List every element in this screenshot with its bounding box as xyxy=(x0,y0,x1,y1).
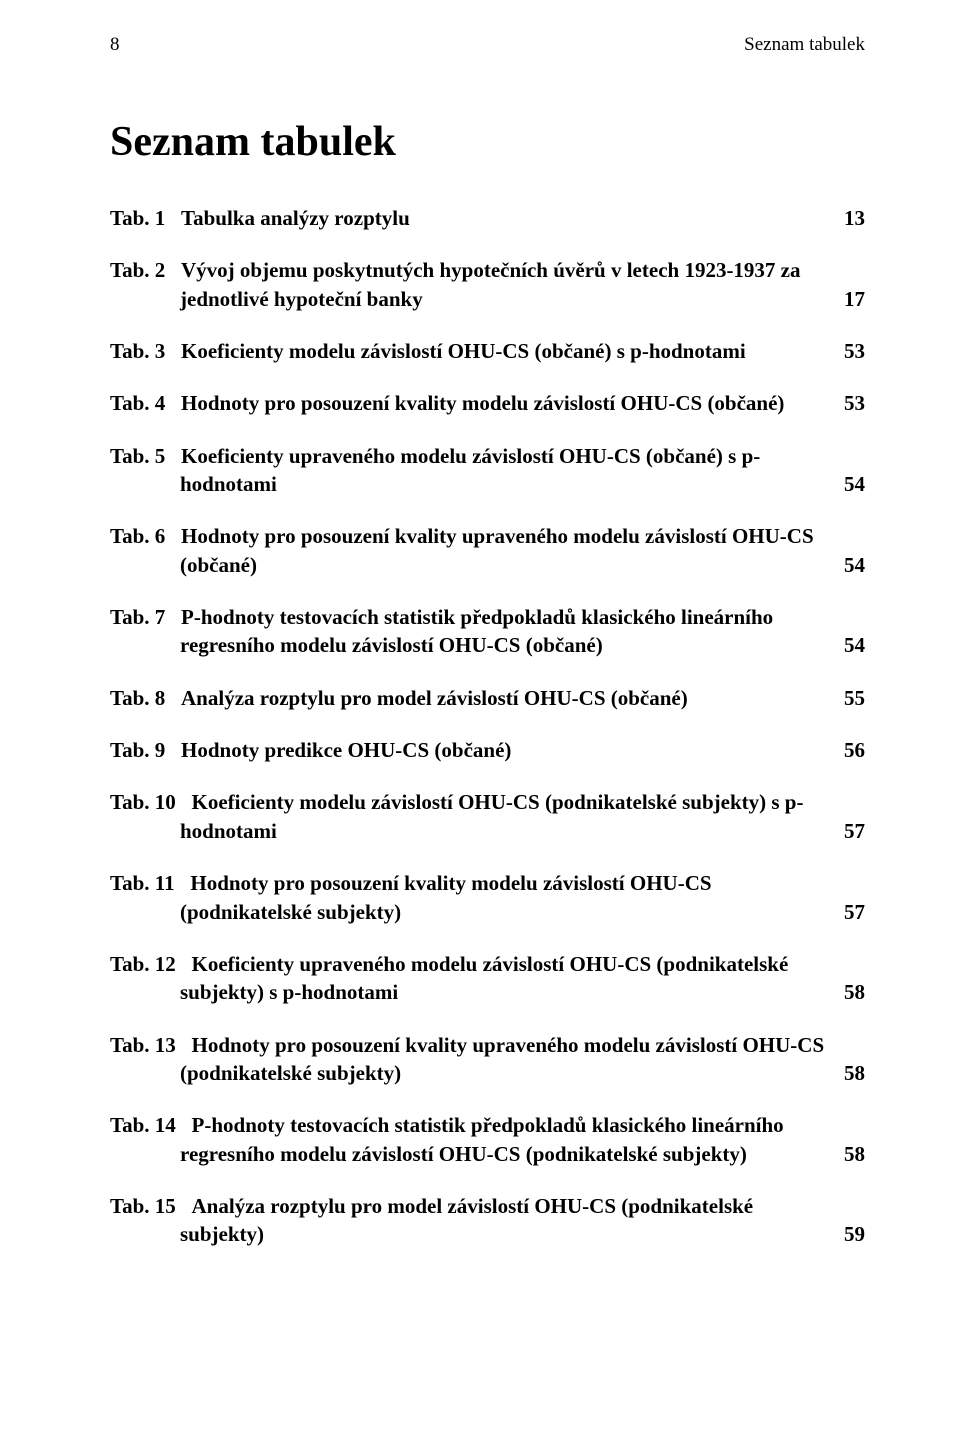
toc-page: 57 xyxy=(844,817,865,845)
toc-prefix: Tab. 4 xyxy=(110,391,165,415)
toc-label: P-hodnoty testovacích statistik předpokl… xyxy=(180,605,773,657)
toc-prefix: Tab. 11 xyxy=(110,871,175,895)
toc-entry: Tab. 4 Hodnoty pro posouzení kvality mod… xyxy=(110,389,865,417)
toc-prefix: Tab. 9 xyxy=(110,738,165,762)
toc-prefix: Tab. 10 xyxy=(110,790,176,814)
toc-prefix: Tab. 7 xyxy=(110,605,165,629)
toc-entry: Tab. 9 Hodnoty predikce OHU-CS (občané) … xyxy=(110,736,865,764)
toc-page: 54 xyxy=(844,631,865,659)
toc-page: 17 xyxy=(844,285,865,313)
toc-label: Tabulka analýzy rozptylu xyxy=(181,206,410,230)
header-section-label: Seznam tabulek xyxy=(744,34,865,56)
toc-entry: Tab. 2 Vývoj objemu poskytnutých hypoteč… xyxy=(110,256,865,313)
toc-label: P-hodnoty testovacích statistik předpokl… xyxy=(180,1113,784,1165)
toc-prefix: Tab. 5 xyxy=(110,444,165,468)
toc-text: Tab. 11 Hodnoty pro posouzení kvality mo… xyxy=(110,869,844,926)
toc-label: Hodnoty pro posouzení kvality upraveného… xyxy=(180,1033,824,1085)
toc-entry: Tab. 1 Tabulka analýzy rozptylu 13 xyxy=(110,204,865,232)
toc-label: Hodnoty pro posouzení kvality modelu záv… xyxy=(181,391,784,415)
toc-prefix: Tab. 2 xyxy=(110,258,165,282)
toc-entry: Tab. 6 Hodnoty pro posouzení kvality upr… xyxy=(110,522,865,579)
toc-prefix: Tab. 1 xyxy=(110,206,165,230)
toc-label: Hodnoty pro posouzení kvality modelu záv… xyxy=(180,871,712,923)
toc-text: Tab. 5 Koeficienty upraveného modelu záv… xyxy=(110,442,844,499)
toc-prefix: Tab. 3 xyxy=(110,339,165,363)
toc-page: 53 xyxy=(844,337,865,365)
toc-page: 58 xyxy=(844,978,865,1006)
toc-label: Koeficienty modelu závislostí OHU-CS (ob… xyxy=(181,339,746,363)
toc-prefix: Tab. 15 xyxy=(110,1194,176,1218)
toc-page: 56 xyxy=(844,736,865,764)
toc-text: Tab. 1 Tabulka analýzy rozptylu xyxy=(110,204,844,232)
toc-text: Tab. 10 Koeficienty modelu závislostí OH… xyxy=(110,788,844,845)
page: 8 Seznam tabulek Seznam tabulek Tab. 1 T… xyxy=(0,0,960,1451)
toc-label: Vývoj objemu poskytnutých hypotečních úv… xyxy=(180,258,801,310)
toc-text: Tab. 4 Hodnoty pro posouzení kvality mod… xyxy=(110,389,844,417)
toc-entry: Tab. 8 Analýza rozptylu pro model závisl… xyxy=(110,684,865,712)
toc-entry: Tab. 14 P-hodnoty testovacích statistik … xyxy=(110,1111,865,1168)
toc-text: Tab. 15 Analýza rozptylu pro model závis… xyxy=(110,1192,844,1249)
toc-prefix: Tab. 12 xyxy=(110,952,176,976)
toc-entry: Tab. 7 P-hodnoty testovacích statistik p… xyxy=(110,603,865,660)
toc-label: Hodnoty predikce OHU-CS (občané) xyxy=(181,738,511,762)
toc-page: 55 xyxy=(844,684,865,712)
toc-entry: Tab. 11 Hodnoty pro posouzení kvality mo… xyxy=(110,869,865,926)
toc-prefix: Tab. 8 xyxy=(110,686,165,710)
toc-page: 13 xyxy=(844,204,865,232)
toc-label: Hodnoty pro posouzení kvality upraveného… xyxy=(180,524,814,576)
toc-entry: Tab. 13 Hodnoty pro posouzení kvality up… xyxy=(110,1031,865,1088)
toc-text: Tab. 14 P-hodnoty testovacích statistik … xyxy=(110,1111,844,1168)
toc-text: Tab. 7 P-hodnoty testovacích statistik p… xyxy=(110,603,844,660)
toc-text: Tab. 6 Hodnoty pro posouzení kvality upr… xyxy=(110,522,844,579)
toc-label: Analýza rozptylu pro model závislostí OH… xyxy=(181,686,688,710)
toc-label: Koeficienty upraveného modelu závislostí… xyxy=(180,444,760,496)
toc-text: Tab. 2 Vývoj objemu poskytnutých hypoteč… xyxy=(110,256,844,313)
toc-prefix: Tab. 14 xyxy=(110,1113,176,1137)
toc-text: Tab. 8 Analýza rozptylu pro model závisl… xyxy=(110,684,844,712)
toc-text: Tab. 13 Hodnoty pro posouzení kvality up… xyxy=(110,1031,844,1088)
toc-entry: Tab. 12 Koeficienty upraveného modelu zá… xyxy=(110,950,865,1007)
toc-page: 59 xyxy=(844,1220,865,1248)
toc-entry: Tab. 15 Analýza rozptylu pro model závis… xyxy=(110,1192,865,1249)
toc-text: Tab. 12 Koeficienty upraveného modelu zá… xyxy=(110,950,844,1007)
toc-page: 53 xyxy=(844,389,865,417)
toc-label: Koeficienty upraveného modelu závislostí… xyxy=(180,952,788,1004)
header-page-number: 8 xyxy=(110,34,120,56)
page-title: Seznam tabulek xyxy=(110,118,865,166)
toc-text: Tab. 9 Hodnoty predikce OHU-CS (občané) xyxy=(110,736,844,764)
toc-label: Koeficienty modelu závislostí OHU-CS (po… xyxy=(180,790,803,842)
toc-page: 58 xyxy=(844,1059,865,1087)
toc-label: Analýza rozptylu pro model závislostí OH… xyxy=(180,1194,753,1246)
toc-text: Tab. 3 Koeficienty modelu závislostí OHU… xyxy=(110,337,844,365)
toc-entry: Tab. 3 Koeficienty modelu závislostí OHU… xyxy=(110,337,865,365)
toc-prefix: Tab. 13 xyxy=(110,1033,176,1057)
toc-page: 57 xyxy=(844,898,865,926)
toc-entry: Tab. 5 Koeficienty upraveného modelu záv… xyxy=(110,442,865,499)
toc-page: 54 xyxy=(844,551,865,579)
toc-entry: Tab. 10 Koeficienty modelu závislostí OH… xyxy=(110,788,865,845)
toc-page: 58 xyxy=(844,1140,865,1168)
toc-page: 54 xyxy=(844,470,865,498)
toc-prefix: Tab. 6 xyxy=(110,524,165,548)
toc-list: Tab. 1 Tabulka analýzy rozptylu 13 Tab. … xyxy=(110,204,865,1249)
running-header: 8 Seznam tabulek xyxy=(110,34,865,56)
